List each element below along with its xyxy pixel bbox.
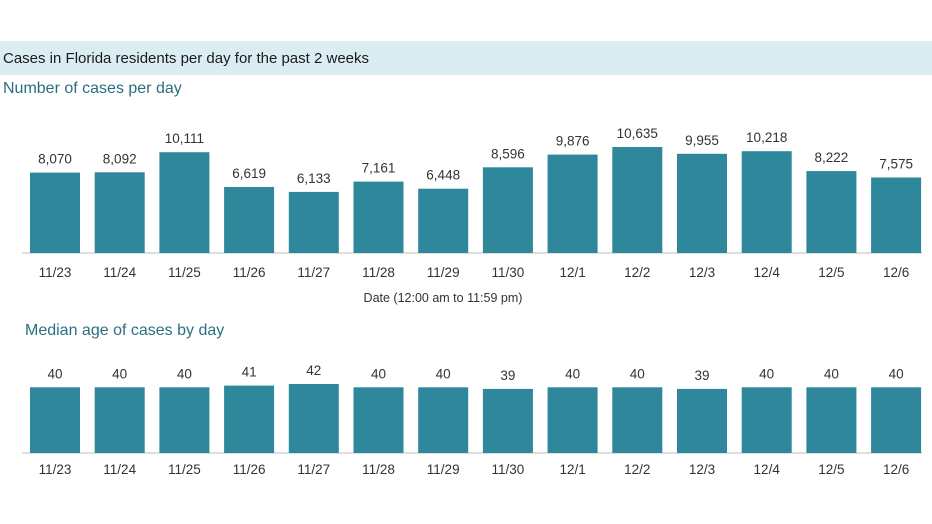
cases-data-label-3: 6,619: [232, 166, 266, 181]
cases-bar-6: [418, 188, 469, 253]
cases-bar-8: [547, 154, 598, 253]
age-bar-10: [677, 388, 727, 453]
cases-tick-label-7: 11/30: [492, 265, 525, 280]
age-bar-11: [741, 387, 792, 453]
age-tick-label-7: 11/30: [492, 462, 525, 477]
age-data-label-2: 40: [177, 366, 192, 381]
age-tick-label-4: 11/27: [297, 462, 330, 477]
cases-tick-label-5: 11/28: [362, 265, 395, 280]
cases-bar-4: [288, 191, 339, 253]
cases-bar-0: [30, 172, 80, 253]
age-bar-3: [224, 385, 275, 453]
cases-tick-label-4: 11/27: [297, 265, 330, 280]
age-bar-8: [547, 387, 598, 453]
age-bar-12: [806, 387, 857, 453]
cases-x-axis-label: Date (12:00 am to 11:59 pm): [364, 291, 523, 305]
header-bar: [0, 41, 932, 75]
age-bar-2: [159, 387, 210, 453]
age-data-label-5: 40: [371, 366, 386, 381]
age-data-label-13: 40: [889, 366, 904, 381]
age-data-label-9: 40: [630, 366, 645, 381]
age-tick-label-5: 11/28: [362, 462, 395, 477]
age-tick-label-8: 12/1: [559, 462, 585, 477]
age-data-label-0: 40: [47, 366, 62, 381]
age-data-label-8: 40: [565, 366, 580, 381]
cases-tick-label-6: 11/29: [427, 265, 460, 280]
cases-data-label-7: 8,596: [491, 146, 525, 161]
cases-data-label-9: 10,635: [617, 126, 658, 141]
age-bar-7: [482, 388, 533, 453]
cases-bar-7: [482, 167, 533, 253]
age-data-label-12: 40: [824, 366, 839, 381]
cases-data-label-1: 8,092: [103, 151, 137, 166]
cases-bar-12: [806, 171, 857, 253]
age-bar-6: [418, 387, 469, 453]
cases-tick-label-10: 12/3: [689, 265, 715, 280]
cases-tick-label-13: 12/6: [883, 265, 909, 280]
cases-chart-title: Number of cases per day: [3, 80, 182, 97]
cases-bar-10: [677, 153, 727, 253]
cases-tick-label-9: 12/2: [624, 265, 650, 280]
cases-bar-3: [224, 187, 275, 253]
cases-data-label-12: 8,222: [815, 150, 849, 165]
age-bar-0: [30, 387, 80, 453]
age-data-label-11: 40: [759, 366, 774, 381]
age-bar-9: [612, 387, 663, 453]
age-tick-label-3: 11/26: [233, 462, 266, 477]
age-data-label-1: 40: [112, 366, 127, 381]
cases-data-label-5: 7,161: [362, 161, 396, 176]
cases-data-label-4: 6,133: [297, 171, 331, 186]
cases-bar-13: [871, 177, 922, 253]
cases-tick-label-3: 11/26: [233, 265, 266, 280]
age-bar-13: [871, 387, 922, 453]
age-tick-label-1: 11/24: [103, 462, 136, 477]
cases-bar-9: [612, 147, 663, 253]
age-bar-1: [94, 387, 145, 453]
age-tick-label-2: 11/25: [168, 462, 201, 477]
age-chart-title: Median age of cases by day: [25, 322, 225, 339]
age-tick-label-9: 12/2: [624, 462, 650, 477]
cases-data-label-6: 6,448: [426, 168, 460, 183]
header-title: Cases in Florida residents per day for t…: [3, 50, 370, 67]
cases-data-label-2: 10,111: [165, 131, 204, 146]
age-data-label-3: 41: [242, 365, 257, 380]
age-tick-label-11: 12/4: [754, 462, 781, 477]
cases-bar-11: [741, 151, 792, 253]
cases-data-label-11: 10,218: [746, 130, 787, 145]
age-data-label-4: 42: [306, 363, 321, 378]
age-tick-label-0: 11/23: [39, 462, 72, 477]
age-bar-4: [288, 384, 339, 453]
age-tick-label-12: 12/5: [818, 462, 844, 477]
cases-tick-label-1: 11/24: [103, 265, 136, 280]
cases-bar-1: [94, 172, 145, 253]
cases-tick-label-8: 12/1: [559, 265, 585, 280]
cases-data-label-13: 7,575: [879, 157, 913, 172]
cases-tick-label-11: 12/4: [754, 265, 781, 280]
cases-data-label-10: 9,955: [685, 133, 719, 148]
age-data-label-10: 39: [694, 368, 709, 383]
age-tick-label-10: 12/3: [689, 462, 715, 477]
cases-tick-label-0: 11/23: [39, 265, 72, 280]
age-data-label-6: 40: [436, 366, 451, 381]
age-tick-label-13: 12/6: [883, 462, 909, 477]
age-tick-label-6: 11/29: [427, 462, 460, 477]
cases-tick-label-2: 11/25: [168, 265, 201, 280]
cases-tick-label-12: 12/5: [818, 265, 844, 280]
cases-data-label-0: 8,070: [38, 152, 72, 167]
cases-bar-2: [159, 152, 210, 253]
cases-bar-5: [353, 181, 404, 253]
age-bar-5: [353, 387, 404, 453]
age-data-label-7: 39: [500, 368, 515, 383]
cases-data-label-8: 9,876: [556, 134, 590, 149]
